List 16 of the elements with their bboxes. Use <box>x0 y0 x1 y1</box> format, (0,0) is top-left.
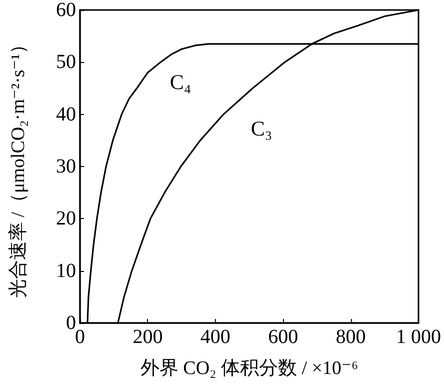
y-tick-label: 10 <box>56 260 76 282</box>
x-tick-label: 400 <box>200 326 230 348</box>
x-tick-label: 600 <box>268 326 298 348</box>
x-tick-label: 800 <box>336 326 366 348</box>
y-tick-label: 0 <box>66 312 76 334</box>
x-tick-label: 1 000 <box>396 326 441 348</box>
x-axis-title: 外界 CO₂ 体积分数 / ×10⁻⁶ <box>140 358 358 379</box>
series-label: C₃ <box>250 116 272 140</box>
y-tick-label: 50 <box>56 51 76 74</box>
series-label: C₄ <box>170 70 192 94</box>
y-tick-label: 60 <box>56 0 76 21</box>
y-axis-title: 光合速率 /（μmolCO₂·m⁻²·s⁻¹） <box>7 34 29 298</box>
y-tick-label: 40 <box>56 103 76 126</box>
y-tick-label: 30 <box>56 156 76 178</box>
x-tick-label: 200 <box>132 326 163 348</box>
y-tick-label: 20 <box>56 208 76 230</box>
